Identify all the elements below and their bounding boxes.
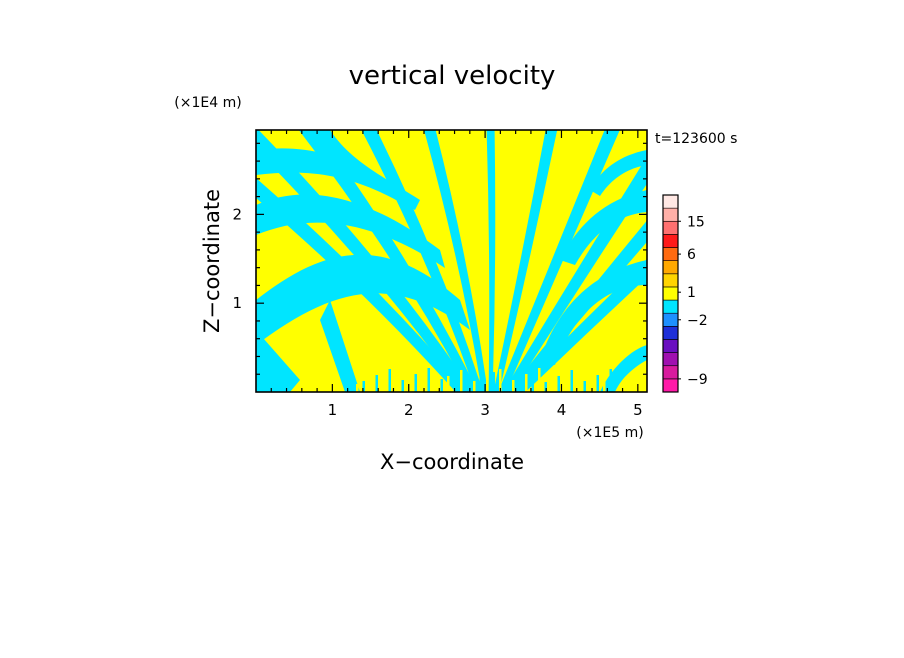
axis-ticks (256, 130, 647, 392)
wave-band (256, 148, 405, 205)
wave-speckle (603, 372, 606, 392)
wave-speckle (414, 374, 417, 392)
wave-speckle (388, 369, 391, 392)
wave-speckle (525, 374, 528, 392)
plot-frame (255, 129, 648, 393)
wave-speckle (577, 384, 580, 392)
colorbar-bin (662, 378, 679, 393)
y-tick-label: 2 (232, 205, 242, 223)
colorbar-bin (662, 326, 679, 340)
wave-speckle (369, 378, 372, 392)
wave-speckle (486, 375, 489, 392)
wave-band (298, 130, 479, 392)
wave-band (498, 130, 620, 392)
colorbar-label: −2 (687, 313, 708, 329)
wave-band (320, 300, 360, 392)
colorbar-bin (662, 352, 679, 367)
wave-speckle (505, 383, 508, 392)
colorbar-label: 1 (687, 285, 696, 301)
colorbar: −9 −2 1 6 15 (662, 194, 708, 393)
wave-speckle (583, 381, 586, 392)
wave-speckle (466, 384, 469, 392)
wave-speckle (447, 376, 450, 392)
colorbar-bin (662, 286, 679, 301)
plot-area: 1 2 3 4 5 1 2 (232, 129, 648, 419)
wave-band (256, 194, 445, 268)
x-tick-label: 1 (328, 401, 338, 419)
y-tick-label: 1 (232, 294, 242, 312)
colorbar-bin (662, 365, 679, 380)
colorbar-bin (662, 194, 679, 209)
wave-band (493, 130, 558, 392)
x-unit-label: (×1E5 m) (576, 425, 643, 441)
wave-band (256, 254, 470, 345)
x-tick-label: 2 (404, 401, 414, 419)
wave-speckle (570, 370, 573, 392)
colorbar-label: −9 (687, 372, 708, 388)
wave-speckle (544, 382, 547, 392)
wave-band (540, 260, 647, 365)
wave-speckle (440, 379, 443, 392)
y-axis-label: Z−coordinate (200, 189, 224, 333)
colorbar-bin (662, 234, 679, 248)
wave-band (424, 130, 488, 392)
wave-speckle (375, 375, 378, 392)
x-tick-label: 4 (557, 401, 567, 419)
wave-speckle (460, 370, 463, 392)
colorbar-bin (662, 247, 679, 261)
wave-speckle (382, 372, 385, 392)
velocity-field-bands (256, 130, 647, 392)
wave-speckle (518, 377, 521, 392)
wave-speckle (609, 369, 612, 392)
wave-speckle (512, 380, 515, 392)
wave-band (256, 330, 300, 392)
wave-speckle (538, 368, 541, 392)
wave-speckle (395, 383, 398, 392)
wave-band (361, 130, 483, 392)
colorbar-bin (662, 207, 679, 222)
wave-speckle (362, 381, 365, 392)
colorbar-label: 15 (687, 214, 705, 230)
colorbar-bin (662, 260, 679, 275)
time-label: t=123600 s (655, 131, 737, 147)
wave-speckle (427, 368, 430, 392)
chart-title: vertical velocity (349, 61, 556, 91)
wave-speckle (551, 379, 554, 392)
wave-speckle (479, 378, 482, 392)
colorbar-label: 6 (687, 247, 696, 263)
y-unit-label: (×1E4 m) (174, 95, 241, 111)
wave-speckle (590, 378, 593, 392)
x-tick-label: 5 (633, 401, 643, 419)
wave-speckle (499, 369, 502, 392)
wave-speckle (421, 371, 424, 392)
x-axis-label: X−coordinate (380, 450, 524, 474)
axis-tick-labels: 1 2 3 4 5 1 2 (232, 205, 642, 419)
wave-band (300, 130, 420, 210)
wave-band (590, 150, 647, 196)
colorbar-bin (662, 299, 679, 314)
wave-speckle (596, 375, 599, 392)
wave-band (560, 190, 647, 265)
colorbar-frame (662, 194, 679, 393)
colorbar-bin (662, 220, 679, 235)
wave-speckle (356, 384, 359, 392)
wave-speckle (473, 381, 476, 392)
wave-speckle (453, 373, 456, 392)
wave-speckle (492, 372, 495, 392)
wave-band (486, 130, 496, 392)
colorbar-bin (662, 339, 679, 353)
wave-speckle (557, 376, 560, 392)
wave-speckle (434, 382, 437, 392)
x-tick-label: 3 (480, 401, 490, 419)
colorbar-bin (662, 312, 679, 327)
wave-speckle (564, 373, 567, 392)
colorbar-bin (662, 273, 679, 288)
wave-speckle (401, 380, 404, 392)
wave-speckle (531, 371, 534, 392)
